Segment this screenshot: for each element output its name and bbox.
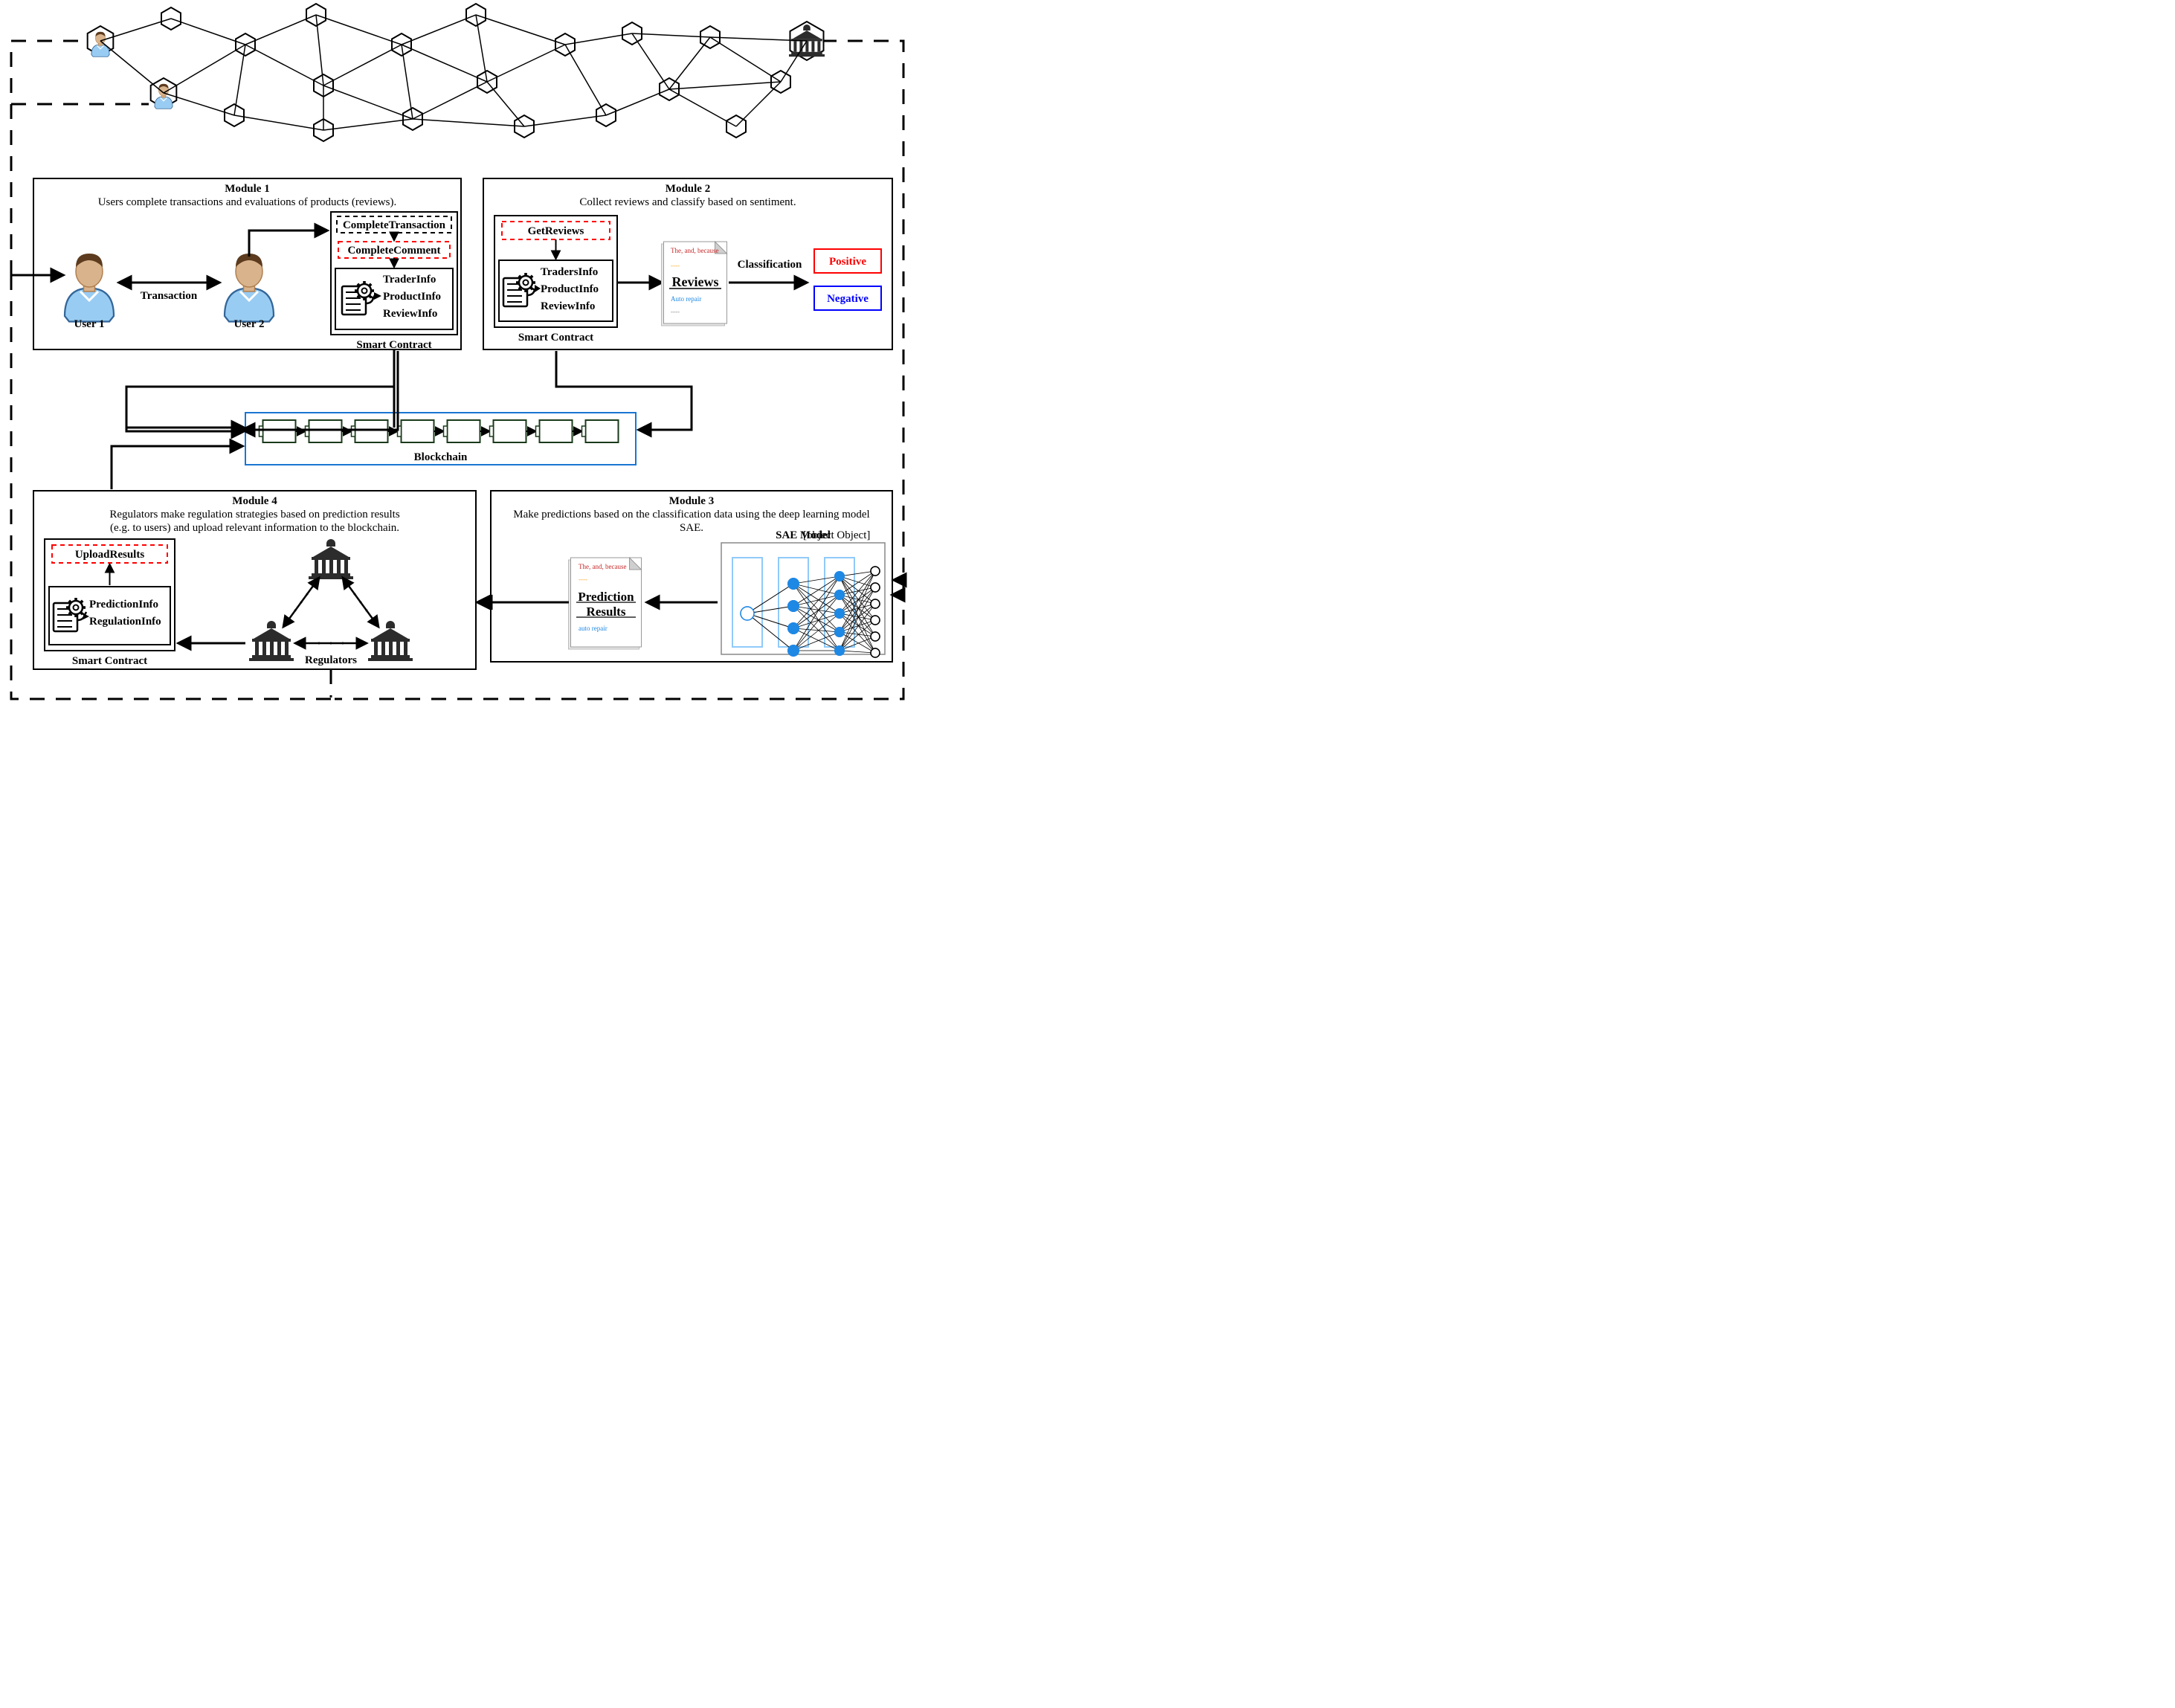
complete-transaction-label: CompleteTransaction bbox=[343, 219, 446, 231]
blockchain-block bbox=[263, 420, 296, 442]
user1-icon bbox=[65, 254, 114, 322]
module4-desc1: Regulators make regulation strategies ba… bbox=[109, 509, 399, 521]
sae-label: SAE Model bbox=[776, 529, 831, 541]
reviews-label: Reviews bbox=[672, 274, 719, 289]
module3-title: Module 3 bbox=[669, 495, 714, 507]
module2-desc: Collect reviews and classify based on se… bbox=[579, 196, 796, 208]
blockchain-block bbox=[586, 420, 619, 442]
arrow-m2-to-blockchain bbox=[556, 351, 692, 430]
module1-sc-label: Smart Contract bbox=[356, 339, 431, 351]
sae-node bbox=[834, 590, 845, 600]
blockchain-block bbox=[494, 420, 526, 442]
module4-title: Module 4 bbox=[232, 495, 277, 507]
sae-node bbox=[871, 632, 880, 641]
sae-node bbox=[834, 627, 845, 637]
module4-desc2: (e.g. to users) and upload relevant info… bbox=[110, 522, 399, 534]
module1-desc: Users complete transactions and evaluati… bbox=[98, 196, 397, 208]
module2-title: Module 2 bbox=[666, 183, 710, 195]
m1-info2: ProductInfo bbox=[383, 291, 441, 303]
regulator-icon bbox=[368, 621, 413, 661]
blockchain-block bbox=[448, 420, 480, 442]
module3-desc2: SAE. bbox=[680, 522, 703, 534]
regulator-icon bbox=[249, 621, 294, 661]
sae-node bbox=[871, 583, 880, 592]
svg-text:auto repair: auto repair bbox=[579, 625, 608, 632]
sae-layer-box bbox=[732, 558, 762, 647]
module4-sc-icon bbox=[54, 598, 86, 631]
module4-sc-label: Smart Contract bbox=[72, 655, 147, 667]
uploadresults-label: UploadResults bbox=[75, 549, 145, 561]
svg-text:----: ---- bbox=[671, 262, 680, 269]
module3-desc1: Make predictions based on the classifica… bbox=[513, 509, 869, 521]
svg-text:----: ---- bbox=[671, 308, 680, 315]
m2-info3: ReviewInfo bbox=[541, 300, 595, 312]
blockchain-block bbox=[355, 420, 388, 442]
sae-node bbox=[871, 648, 880, 657]
prediction-label2: Results bbox=[587, 605, 626, 619]
arrow-m4-to-blockchain bbox=[112, 446, 242, 489]
user2-icon bbox=[225, 254, 274, 322]
arrow-m1-to-blockchain bbox=[242, 351, 398, 430]
complete-comment-label: CompleteComment bbox=[348, 245, 441, 257]
sae-node bbox=[834, 645, 845, 656]
m2-info2: ProductInfo bbox=[541, 283, 599, 295]
svg-text:The, and, because: The, and, because bbox=[579, 563, 626, 570]
sae-node bbox=[787, 622, 799, 634]
sae-node bbox=[741, 607, 754, 620]
transaction-label: Transaction bbox=[141, 290, 198, 302]
m1-info3: ReviewInfo bbox=[383, 308, 437, 320]
negative-label: Negative bbox=[827, 293, 869, 305]
svg-text:The, and, because: The, and, because bbox=[671, 247, 718, 254]
sae-node bbox=[787, 600, 799, 612]
getreviews-label: GetReviews bbox=[528, 225, 584, 237]
module2-sc-icon bbox=[503, 273, 536, 306]
module1-sc-icon bbox=[342, 281, 375, 315]
module2-sc-label: Smart Contract bbox=[518, 332, 593, 344]
m4-info2: RegulationInfo bbox=[89, 616, 161, 628]
blockchain-block bbox=[309, 420, 342, 442]
m4-info1: PredictionInfo bbox=[89, 599, 158, 610]
user1-label: User 1 bbox=[74, 318, 105, 330]
blockchain-block bbox=[540, 420, 573, 442]
regulators-label: Regulators bbox=[305, 654, 357, 666]
sae-node bbox=[787, 645, 799, 657]
sae-node bbox=[787, 578, 799, 590]
positive-label: Positive bbox=[829, 256, 866, 268]
svg-text:Auto repair: Auto repair bbox=[671, 295, 701, 303]
m1-info1: TraderInfo bbox=[383, 274, 436, 286]
m2-info1: TradersInfo bbox=[541, 266, 598, 278]
sae-node bbox=[834, 571, 845, 581]
classification-label: Classification bbox=[738, 259, 802, 271]
sae-node bbox=[871, 567, 880, 576]
blockchain-block bbox=[402, 420, 434, 442]
sae-node bbox=[834, 608, 845, 619]
regulator-icon bbox=[309, 539, 353, 579]
sae-node bbox=[871, 616, 880, 625]
module1-title: Module 1 bbox=[225, 183, 269, 195]
user2-label: User 2 bbox=[234, 318, 265, 330]
svg-text:----: ---- bbox=[579, 576, 587, 583]
sae-node bbox=[871, 599, 880, 608]
prediction-label1: Prediction bbox=[578, 590, 634, 604]
blockchain-label: Blockchain bbox=[414, 451, 468, 463]
